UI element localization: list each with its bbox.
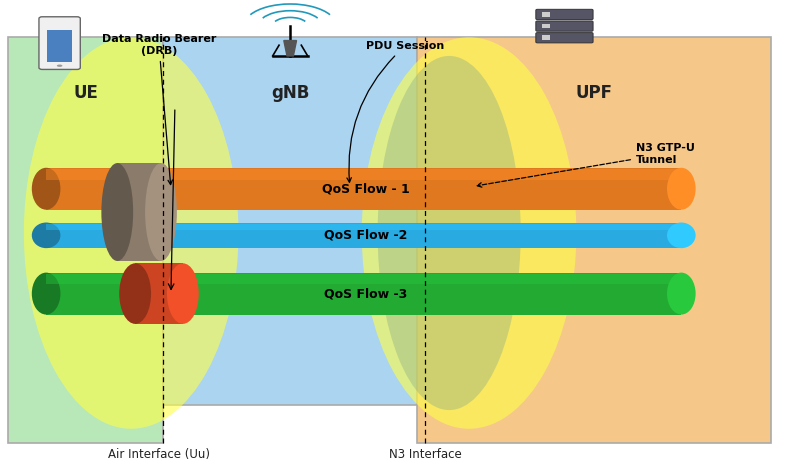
Ellipse shape <box>145 163 176 261</box>
Bar <box>135 263 183 324</box>
Ellipse shape <box>119 263 151 324</box>
Text: UE: UE <box>73 84 98 102</box>
FancyBboxPatch shape <box>536 9 593 20</box>
Ellipse shape <box>362 37 576 429</box>
Polygon shape <box>284 41 297 56</box>
Ellipse shape <box>24 37 238 429</box>
Bar <box>46 224 681 230</box>
Text: N3 Interface: N3 Interface <box>389 448 462 461</box>
Ellipse shape <box>32 223 60 248</box>
FancyBboxPatch shape <box>536 21 593 31</box>
Bar <box>47 30 72 62</box>
Ellipse shape <box>667 168 696 210</box>
Text: UPF: UPF <box>576 84 613 102</box>
Ellipse shape <box>667 223 696 248</box>
Text: QoS Flow - 1: QoS Flow - 1 <box>322 182 409 195</box>
Text: QoS Flow -3: QoS Flow -3 <box>324 287 407 300</box>
Bar <box>46 273 681 315</box>
Text: PDU Session: PDU Session <box>347 41 444 182</box>
Bar <box>542 24 550 28</box>
Ellipse shape <box>57 64 62 67</box>
Ellipse shape <box>667 273 696 315</box>
Bar <box>163 37 417 405</box>
Text: gNB: gNB <box>271 84 309 102</box>
Ellipse shape <box>32 168 60 210</box>
Bar <box>118 163 161 261</box>
Bar <box>8 37 163 443</box>
Ellipse shape <box>101 163 134 261</box>
Bar <box>46 168 681 210</box>
Text: N3 GTP-U
Tunnel: N3 GTP-U Tunnel <box>477 143 695 187</box>
FancyBboxPatch shape <box>536 33 593 43</box>
Text: Air Interface (Uu): Air Interface (Uu) <box>108 448 210 461</box>
FancyBboxPatch shape <box>39 17 80 69</box>
Text: QoS Flow -2: QoS Flow -2 <box>324 229 407 242</box>
Ellipse shape <box>378 56 521 410</box>
Text: Data Radio Bearer
(DRB): Data Radio Bearer (DRB) <box>102 34 216 185</box>
Ellipse shape <box>32 273 60 315</box>
Bar <box>542 12 550 17</box>
Bar <box>46 274 681 284</box>
Bar <box>46 170 681 179</box>
Ellipse shape <box>167 263 199 324</box>
Bar <box>417 37 771 443</box>
Bar <box>46 223 681 248</box>
Bar <box>542 35 550 40</box>
